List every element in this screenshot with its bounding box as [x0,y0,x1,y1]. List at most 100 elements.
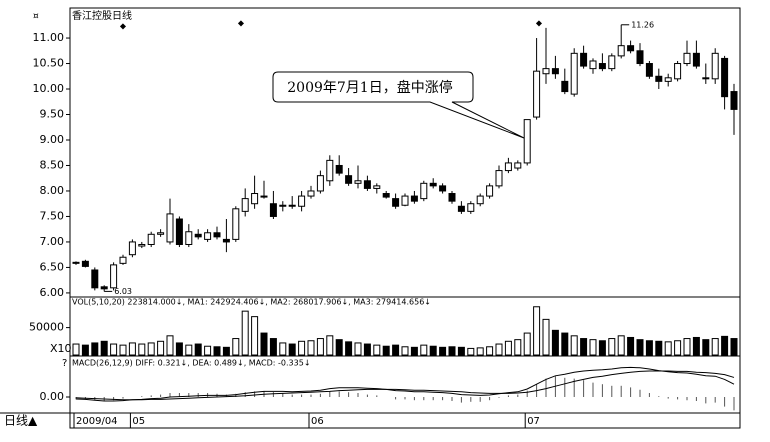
candle-body [335,164,343,174]
y-tick-label: 11.00 [33,31,65,44]
candle-body [448,193,456,202]
candle-body [81,260,89,267]
volume-bar [279,342,287,356]
candle-body [279,204,287,207]
candle-body [213,232,221,238]
candle-body [420,182,428,200]
candle-body [533,70,541,118]
candle-body [232,208,240,240]
y-tick-label: 10.00 [33,82,65,95]
candle-body [166,213,174,243]
icon: ¤ [33,12,39,22]
volume-bar [81,344,89,356]
volume-bar [119,344,127,356]
volume-bar [232,338,240,356]
y-tick-label: 7.00 [40,235,65,248]
candle-body [326,159,334,182]
volume-bar [711,338,719,356]
volume-bar [373,344,381,356]
candle-body [674,63,682,80]
volume-bar [157,340,165,356]
volume-bar [692,336,700,356]
volume-bar [551,329,559,356]
candle-body [598,63,606,70]
volume-bar [514,339,522,356]
candle-body [138,243,146,247]
y-tick-label: 7.50 [40,209,65,222]
macd-title: MACD(26,12,9) DIFF: 0.321↓, DEA: 0.489↓,… [72,359,311,368]
volume-bar [175,342,183,356]
volume-unit: X10 [50,342,72,355]
marker: ◆ [120,22,127,31]
x-tick-label: 06 [311,416,324,427]
callout [272,71,525,139]
candle-body [589,60,597,70]
y-tick-label: 6.50 [40,260,65,273]
volume-bar [504,340,512,356]
diff-line [75,366,735,402]
candle-body [91,269,99,289]
volume-bar [467,347,475,356]
y-tick-label: 10.50 [33,57,65,70]
candle-body [185,231,193,245]
marker: ◆ [536,19,543,28]
candle-body [100,286,108,290]
candle-body [382,193,390,198]
candle-body [222,238,230,243]
candle-body [486,185,494,197]
candle-body [373,185,381,189]
volume-bar [392,344,400,356]
candle-body [269,203,277,217]
volume-bar [589,339,597,356]
volume-bar [420,344,428,356]
volume-bar [580,338,588,356]
candle-body [551,68,559,75]
volume-title: VOL(5,10,20) 223814.000↓, MA1: 242924.40… [72,298,431,307]
candle-body [495,170,503,187]
y-tick-label: 9.50 [40,108,65,121]
candle-body [730,91,738,110]
candle-body [457,205,465,212]
volume-bar [617,335,625,356]
volume-bar [307,340,315,356]
volume-bar [166,335,174,356]
candle-body [147,233,155,245]
y-tick-label: 8.00 [40,184,65,197]
candle-body [175,218,183,245]
candle-body [711,52,719,80]
volume-bar [363,343,371,356]
volume-bar [91,342,99,356]
candle-body [439,185,447,192]
candle-body [194,233,202,238]
candle-body [429,182,437,187]
candle-body [316,175,324,192]
volume-bar [608,338,616,356]
candle-body [721,57,729,98]
volume-bar [674,340,682,356]
candle-body [363,180,371,189]
volume-bar [298,340,306,356]
candle-body [702,77,710,80]
volume-bar [730,338,738,356]
volume-bar [401,346,409,356]
volume-bar [100,340,108,356]
candle-body [157,232,165,235]
candle-body [504,162,512,172]
candle-body [645,63,653,77]
volume-bar [683,338,691,356]
volume-bar [138,343,146,356]
volume-bar [335,339,343,356]
candle-body [570,52,578,95]
volume-bar [354,342,362,356]
volume-bar [288,343,296,356]
volume-bar [598,340,606,356]
candle-body [128,241,136,256]
candle-body [467,203,475,212]
candle-body [298,195,306,207]
y-tick-label: 50000 [29,321,64,334]
volume-bar [429,345,437,356]
candle-body [72,261,80,264]
volume-bar [128,342,136,356]
volume-bar [627,336,635,356]
candle-body [345,175,353,184]
